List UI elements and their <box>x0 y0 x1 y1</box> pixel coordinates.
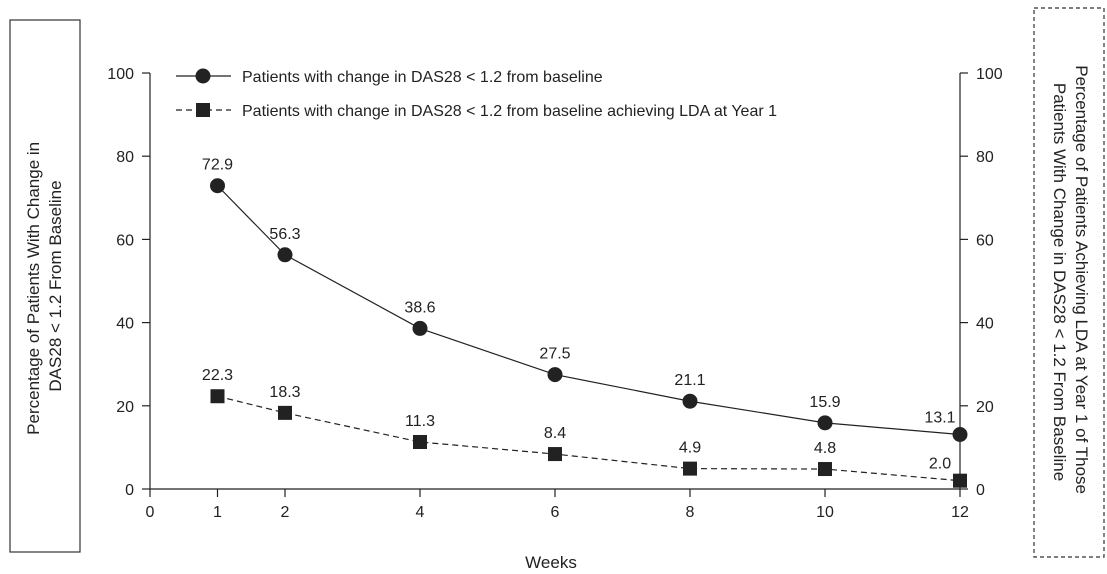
series-1-label-4: 4.9 <box>679 440 701 457</box>
series-0-label-0: 72.9 <box>202 157 233 174</box>
x-tick-label-7: 12 <box>951 504 969 521</box>
y-tick-label-left-3: 60 <box>116 232 134 249</box>
y-axis-title-right: Percentage of Patients Achieving LDA at … <box>1050 65 1091 499</box>
series-0-label-2: 38.6 <box>404 299 435 316</box>
series-lines <box>217 185 961 482</box>
series-0-point-5 <box>817 415 833 431</box>
y-axis-title-right-line-2: Patients With Change in DAS28 < 1.2 From… <box>1050 83 1069 481</box>
series-1-point-1 <box>278 405 292 420</box>
series-line-1 <box>217 395 961 482</box>
series-0-label-3: 27.5 <box>539 346 570 363</box>
y-tick-label-right-1: 20 <box>976 399 994 416</box>
legend: Patients with change in DAS28 < 1.2 from… <box>176 68 777 120</box>
y-axis-title-left: Percentage of Patients With Change in DA… <box>24 137 65 435</box>
series-markers <box>210 178 968 488</box>
x-tick-label-4: 6 <box>551 504 560 521</box>
data-labels: 72.9 56.3 38.6 27.5 21.1 15.9 13.1 22.3 18.3 11.3… <box>202 157 956 473</box>
legend-label-1: Patients with change in DAS28 < 1.2 from… <box>242 103 777 120</box>
legend-item-1: Patients with change in DAS28 < 1.2 from… <box>176 103 777 120</box>
series-1-point-3 <box>548 447 562 462</box>
y-tick-label-left-0: 0 <box>125 482 134 499</box>
series-0-point-0 <box>210 178 225 194</box>
x-tick-label-1: 1 <box>213 504 222 521</box>
series-0-point-4 <box>682 393 698 409</box>
y-tick-label-left-4: 80 <box>116 149 134 166</box>
y-axis-title-right-line-1: Percentage of Patients Achieving LDA at … <box>1072 65 1091 494</box>
legend-label-0: Patients with change in DAS28 < 1.2 from… <box>242 69 603 86</box>
x-axis-title: Weeks <box>525 553 577 572</box>
series-1-point-4 <box>683 461 697 476</box>
series-1-point-0 <box>210 389 225 404</box>
y-tick-label-right-4: 80 <box>976 149 994 166</box>
legend-item-0: Patients with change in DAS28 < 1.2 from… <box>176 68 603 86</box>
series-1-point-2 <box>413 434 427 449</box>
x-axis-ticks: 0 1 2 4 6 8 10 12 <box>146 489 969 521</box>
y-tick-label-left-1: 20 <box>116 399 134 416</box>
series-0-label-6: 13.1 <box>924 410 955 427</box>
series-1-point-5 <box>818 462 832 477</box>
series-1-label-0: 22.3 <box>202 367 233 384</box>
legend-marker-1 <box>196 103 210 117</box>
y-axis-title-left-line-1: Percentage of Patients With Change in <box>24 142 43 435</box>
y-tick-label-left-5: 100 <box>107 66 134 83</box>
x-tick-label-6: 10 <box>816 504 834 521</box>
series-0-point-3 <box>547 367 563 383</box>
series-0-label-1: 56.3 <box>269 226 300 243</box>
y-tick-label-right-0: 0 <box>976 482 985 499</box>
series-1-label-6: 2.0 <box>929 456 951 473</box>
series-line-0 <box>217 185 961 436</box>
series-0-label-5: 15.9 <box>809 394 840 411</box>
series-1-label-2: 11.3 <box>405 413 435 430</box>
legend-marker-0 <box>195 68 211 84</box>
left-axis-title-frame <box>9 19 81 553</box>
y-axis-left-ticks: 0 20 40 60 80 100 <box>107 66 150 499</box>
series-0-point-1 <box>277 247 293 263</box>
series-0-point-6 <box>952 427 968 443</box>
series-1-label-1: 18.3 <box>269 384 300 401</box>
series-0-point-2 <box>412 320 428 336</box>
series-1-label-3: 8.4 <box>544 425 566 442</box>
right-axis-title-frame <box>1033 7 1105 558</box>
y-tick-label-left-2: 40 <box>116 316 134 333</box>
y-axis-right-ticks: 0 20 40 60 80 100 <box>960 66 1003 499</box>
x-tick-label-5: 8 <box>686 504 695 521</box>
x-tick-label-3: 4 <box>416 504 425 521</box>
y-tick-label-right-5: 100 <box>976 66 1003 83</box>
x-tick-label-0: 0 <box>146 504 155 521</box>
y-tick-label-right-3: 60 <box>976 232 994 249</box>
x-tick-label-2: 2 <box>281 504 290 521</box>
y-axis-title-left-line-2: DAS28 < 1.2 From Baseline <box>46 180 65 391</box>
y-tick-label-right-2: 40 <box>976 316 994 333</box>
series-1-point-6 <box>953 473 967 488</box>
series-0-label-4: 21.1 <box>674 372 705 389</box>
series-1-label-5: 4.8 <box>814 440 836 457</box>
